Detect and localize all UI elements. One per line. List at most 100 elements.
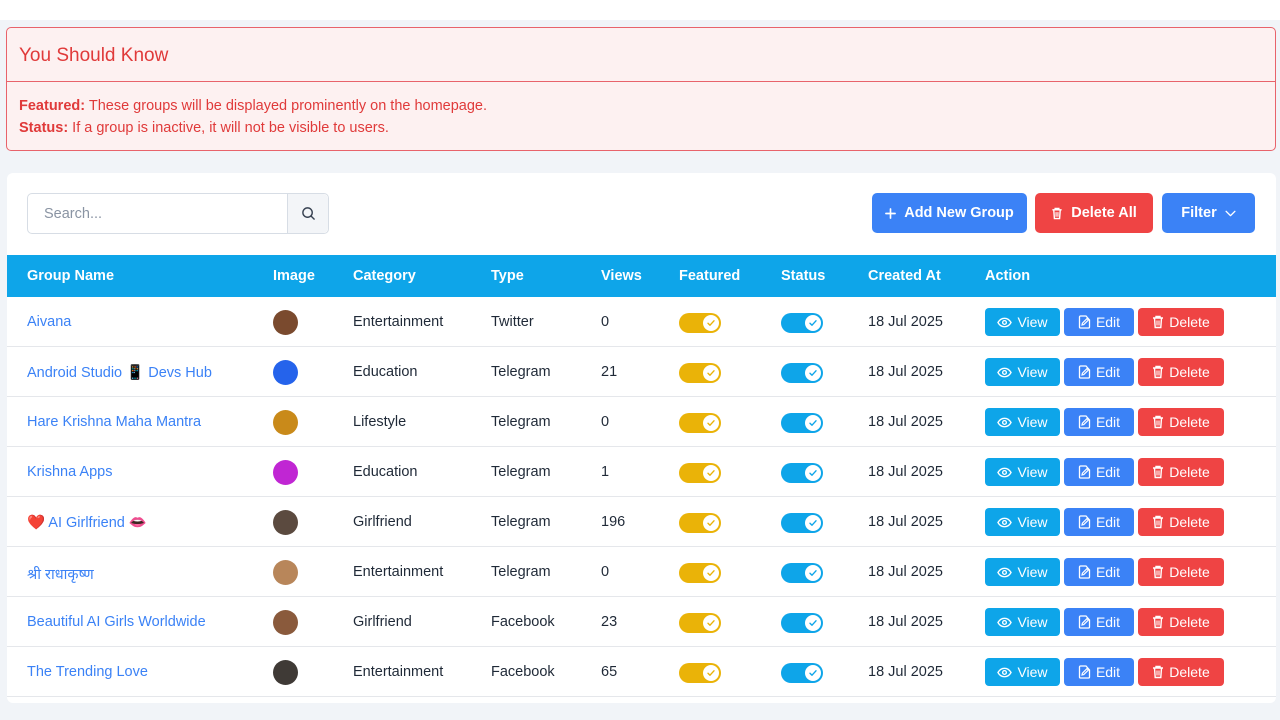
status-toggle[interactable] — [781, 363, 823, 383]
table-row: Beautiful AI Girls Worldwide Girlfriend Fa… — [7, 597, 1276, 647]
alert-featured-text: These groups will be displayed prominent… — [85, 98, 488, 114]
featured-toggle[interactable] — [679, 663, 721, 683]
created-at: 18 Jul 2025 — [868, 664, 943, 680]
edit-button[interactable]: Edit — [1064, 608, 1134, 636]
add-new-group-button[interactable]: Add New Group — [872, 193, 1027, 233]
view-button[interactable]: View — [985, 508, 1060, 536]
view-button[interactable]: View — [985, 308, 1060, 336]
group-views: 0 — [601, 414, 610, 430]
toggle-knob — [703, 565, 719, 581]
search-input[interactable] — [28, 194, 288, 233]
search-button[interactable] — [287, 194, 328, 233]
status-toggle[interactable] — [781, 513, 823, 533]
featured-toggle[interactable] — [679, 413, 721, 433]
view-button[interactable]: View — [985, 408, 1060, 436]
group-views: 196 — [601, 514, 626, 530]
group-avatar — [273, 610, 298, 635]
delete-all-button[interactable]: Delete All — [1035, 193, 1153, 233]
group-category: Entertainment — [353, 664, 444, 680]
featured-toggle[interactable] — [679, 363, 721, 383]
alert-status-text: If a group is inactive, it will not be v… — [68, 120, 389, 136]
toggle-knob — [805, 565, 821, 581]
toggle-knob — [805, 365, 821, 381]
group-name-link[interactable]: Krishna Apps — [27, 464, 113, 480]
edit-icon — [1078, 615, 1091, 629]
view-button[interactable]: View — [985, 458, 1060, 486]
created-at: 18 Jul 2025 — [868, 564, 943, 580]
edit-label: Edit — [1095, 564, 1121, 580]
top-bar — [0, 0, 1280, 20]
delete-button[interactable]: Delete — [1138, 608, 1224, 636]
check-icon — [809, 420, 817, 426]
delete-button[interactable]: Delete — [1138, 308, 1224, 336]
edit-button[interactable]: Edit — [1064, 658, 1134, 686]
status-toggle[interactable] — [781, 463, 823, 483]
view-button[interactable]: View — [985, 358, 1060, 386]
delete-button[interactable]: Delete — [1138, 508, 1224, 536]
view-button[interactable]: View — [985, 558, 1060, 586]
trash-icon — [1153, 615, 1164, 629]
featured-toggle[interactable] — [679, 613, 721, 633]
add-new-group-label: Add New Group — [904, 205, 1014, 221]
group-name-link[interactable]: Android Studio 📱 Devs Hub — [27, 365, 212, 381]
toggle-knob — [703, 315, 719, 331]
toggle-knob — [703, 665, 719, 681]
group-name-link[interactable]: Aivana — [27, 314, 72, 330]
view-button[interactable]: View — [985, 608, 1060, 636]
delete-button[interactable]: Delete — [1138, 458, 1224, 486]
toggle-knob — [805, 665, 821, 681]
check-icon — [809, 620, 817, 626]
edit-button[interactable]: Edit — [1064, 458, 1134, 486]
status-toggle[interactable] — [781, 663, 823, 683]
status-toggle[interactable] — [781, 563, 823, 583]
featured-toggle[interactable] — [679, 563, 721, 583]
toggle-knob — [805, 515, 821, 531]
edit-button[interactable]: Edit — [1064, 508, 1134, 536]
group-name-link[interactable]: श्री राधाकृष्ण — [27, 567, 94, 583]
edit-button[interactable]: Edit — [1064, 308, 1134, 336]
group-name-link[interactable]: Hare Krishna Maha Mantra — [27, 414, 202, 430]
toggle-knob — [805, 465, 821, 481]
edit-button[interactable]: Edit — [1064, 558, 1134, 586]
delete-button[interactable]: Delete — [1138, 358, 1224, 386]
group-avatar — [273, 360, 298, 385]
edit-icon — [1078, 565, 1091, 579]
delete-label: Delete — [1169, 364, 1210, 380]
check-icon — [809, 470, 817, 476]
check-icon — [707, 620, 715, 626]
edit-label: Edit — [1095, 364, 1121, 380]
trash-icon — [1153, 515, 1164, 529]
filter-dropdown-button[interactable]: Filter — [1162, 193, 1255, 233]
eye-icon — [997, 567, 1013, 577]
edit-button[interactable]: Edit — [1064, 358, 1134, 386]
edit-button[interactable]: Edit — [1064, 408, 1134, 436]
view-label: View — [1017, 614, 1048, 630]
delete-button[interactable]: Delete — [1138, 408, 1224, 436]
check-icon — [809, 670, 817, 676]
created-at: 18 Jul 2025 — [868, 614, 943, 630]
group-type: Facebook — [491, 664, 555, 680]
header-type: Type — [491, 268, 524, 284]
status-toggle[interactable] — [781, 413, 823, 433]
status-toggle[interactable] — [781, 613, 823, 633]
table-row: श्री राधाकृष्ण Entertainment Telegram 0 18 J… — [7, 547, 1276, 597]
view-button[interactable]: View — [985, 658, 1060, 686]
group-category: Entertainment — [353, 564, 444, 580]
group-name-link[interactable]: The Trending Love — [27, 664, 148, 680]
featured-toggle[interactable] — [679, 513, 721, 533]
featured-toggle[interactable] — [679, 463, 721, 483]
status-toggle[interactable] — [781, 313, 823, 333]
chevron-down-icon — [1225, 210, 1236, 216]
delete-button[interactable]: Delete — [1138, 558, 1224, 586]
search-icon — [301, 207, 315, 220]
filter-label: Filter — [1181, 205, 1217, 221]
group-type: Twitter — [491, 314, 534, 330]
delete-button[interactable]: Delete — [1138, 658, 1224, 686]
table-row: Android Studio 📱 Devs Hub Education Telegr… — [7, 347, 1276, 397]
header-group-name: Group Name — [27, 268, 115, 284]
group-name-link[interactable]: ❤️ AI Girlfriend 👄 — [27, 515, 147, 531]
group-name-link[interactable]: Beautiful AI Girls Worldwide — [27, 614, 206, 630]
toggle-knob — [703, 465, 719, 481]
toggle-knob — [805, 315, 821, 331]
featured-toggle[interactable] — [679, 313, 721, 333]
